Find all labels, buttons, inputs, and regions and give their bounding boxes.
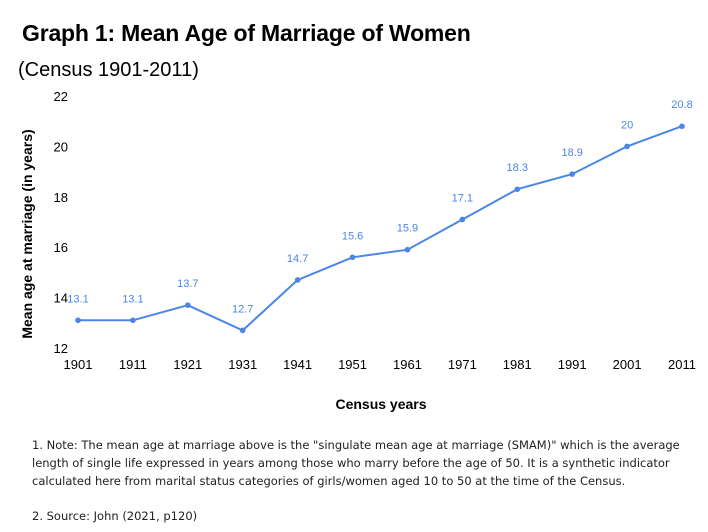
y-tick-label: 16: [54, 240, 68, 255]
data-point: [185, 302, 191, 308]
data-label: 14.7: [287, 253, 308, 265]
x-tick-label: 1911: [119, 357, 147, 372]
chart-title: Graph 1: Mean Age of Marriage of Women: [22, 20, 471, 46]
data-point: [239, 327, 246, 334]
series-line: [78, 125, 683, 332]
data-label: 15.6: [342, 230, 363, 242]
y-axis-label: Mean age at marriage (in years): [19, 129, 35, 338]
data-label: 13.1: [122, 293, 143, 305]
data-labels: 13.1 13.1 13.7 12.7 14.7 15.6 15.9 17.1 18.3 18.9…: [67, 99, 692, 315]
data-label: 18.3: [507, 162, 528, 174]
data-point: [404, 246, 411, 253]
data-point: [679, 123, 685, 130]
data-point: [569, 171, 575, 177]
y-tick-label: 22: [54, 89, 68, 104]
x-tick-label: 1951: [338, 357, 367, 372]
chart-subtitle: (Census 1901-2011): [18, 59, 199, 81]
y-tick-label: 18: [54, 190, 68, 205]
x-tick-label: 2011: [668, 357, 696, 372]
series-points: [75, 123, 685, 334]
data-label: 15.9: [397, 223, 418, 235]
line-chart: 12 14 16 18 20 22 1901 1911 1921 1931 1941 1951 196…: [19, 89, 696, 412]
x-axis-ticks: 1901 1911 1921 1931 1941 1951 1961 1971 1981 1991…: [64, 357, 696, 372]
x-tick-label: 1981: [503, 357, 532, 372]
footnotes: 1. Note: The mean age at marriage above …: [32, 436, 692, 525]
data-label: 18.9: [561, 147, 582, 159]
data-label: 13.7: [177, 278, 198, 290]
data-point: [514, 186, 521, 193]
source-text: 2. Source: John (2021, p120): [32, 509, 198, 523]
x-tick-label: 1941: [283, 357, 312, 372]
x-tick-label: 2001: [613, 357, 642, 372]
x-tick-label: 1991: [558, 357, 587, 372]
y-tick-label: 12: [54, 341, 68, 356]
data-label: 12.7: [232, 303, 253, 315]
note-text: 1. Note: The mean age at marriage above …: [32, 438, 680, 488]
data-point: [459, 216, 466, 223]
data-label: 13.1: [67, 293, 88, 305]
data-point: [75, 317, 81, 324]
x-tick-label: 1961: [393, 357, 422, 372]
data-point: [624, 143, 630, 150]
x-tick-label: 1931: [228, 357, 257, 372]
data-label: 20.8: [671, 99, 692, 111]
y-axis-ticks: 12 14 16 18 20 22: [54, 89, 68, 356]
x-tick-label: 1971: [448, 357, 477, 372]
x-tick-label: 1901: [64, 357, 93, 372]
data-point: [349, 254, 356, 261]
y-tick-label: 14: [54, 291, 68, 306]
data-point: [294, 277, 301, 283]
data-label: 20: [621, 119, 633, 131]
data-point: [130, 317, 136, 324]
data-label: 17.1: [452, 192, 473, 204]
x-tick-label: 1921: [173, 357, 202, 372]
y-tick-label: 20: [54, 139, 68, 154]
x-axis-label: Census years: [335, 396, 426, 412]
